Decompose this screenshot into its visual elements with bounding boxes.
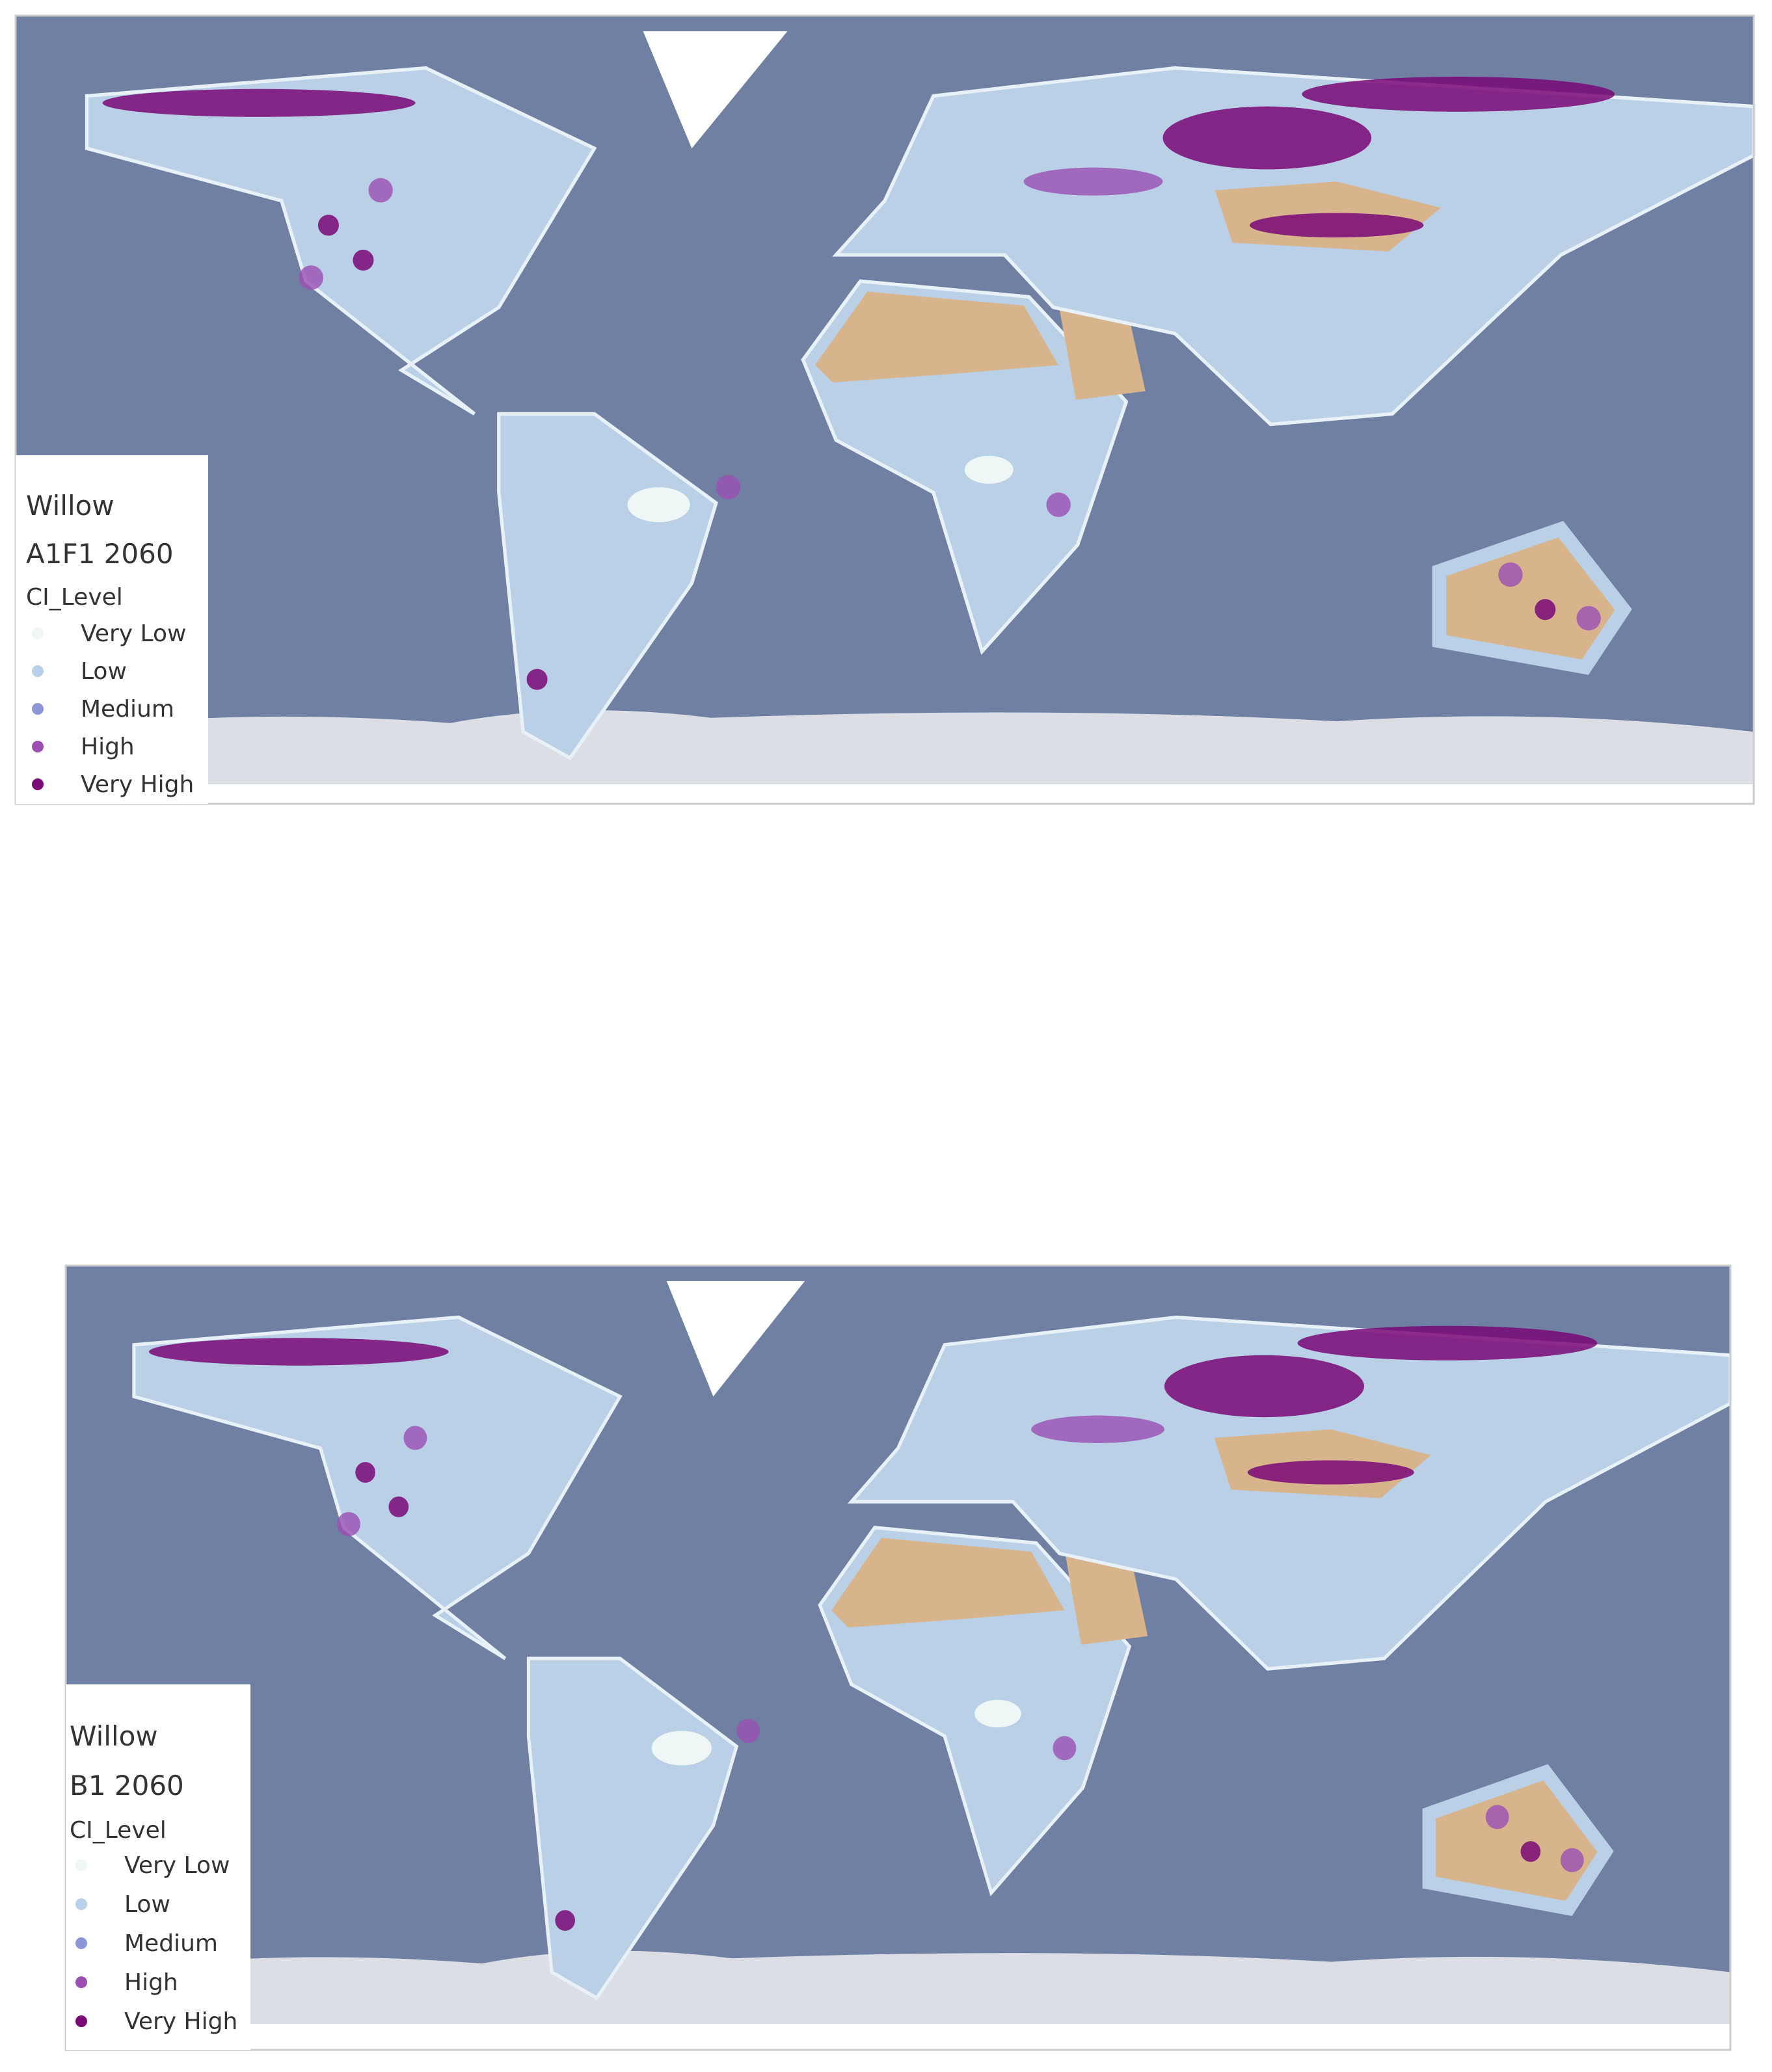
legend: Willow A1F1 2060 CI_Level Very Low Low Med… — [16, 455, 208, 804]
legend-swatch — [32, 741, 44, 752]
legend-label: Low — [81, 658, 127, 685]
legend-swatch — [32, 628, 44, 639]
legend-label: High — [81, 734, 135, 760]
legend-scenario: B1 2060 — [70, 1770, 184, 1801]
legend-swatch — [75, 1976, 87, 1988]
legend-label: Very High — [81, 771, 194, 798]
legend-label: High — [124, 1969, 178, 1996]
legend-label: Very Low — [81, 620, 186, 647]
legend-label: Low — [124, 1891, 170, 1918]
legend-label: Medium — [124, 1930, 218, 1957]
legend-title: Willow — [26, 490, 114, 522]
legend-swatch — [32, 778, 44, 790]
map-2 — [66, 1266, 1730, 2051]
legend-label: Medium — [81, 696, 174, 723]
legend-swatch — [75, 2015, 87, 2027]
legend-label: Very High — [124, 2008, 237, 2035]
legend: Willow B1 2060 CI_Level Very Low Low Mediu… — [66, 1684, 250, 2050]
legend-heading: CI_Level — [70, 1817, 167, 1844]
legend-label: Very Low — [124, 1852, 230, 1879]
legend-scenario: A1F1 2060 — [26, 538, 174, 570]
legend-swatch — [75, 1937, 87, 1949]
legend-heading: CI_Level — [26, 584, 123, 611]
legend-swatch — [75, 1898, 87, 1910]
legend-swatch — [32, 665, 44, 677]
legend-swatch — [32, 703, 44, 715]
legend-swatch — [75, 1859, 87, 1871]
map-1 — [16, 16, 1754, 805]
legend-title: Willow — [70, 1720, 158, 1752]
